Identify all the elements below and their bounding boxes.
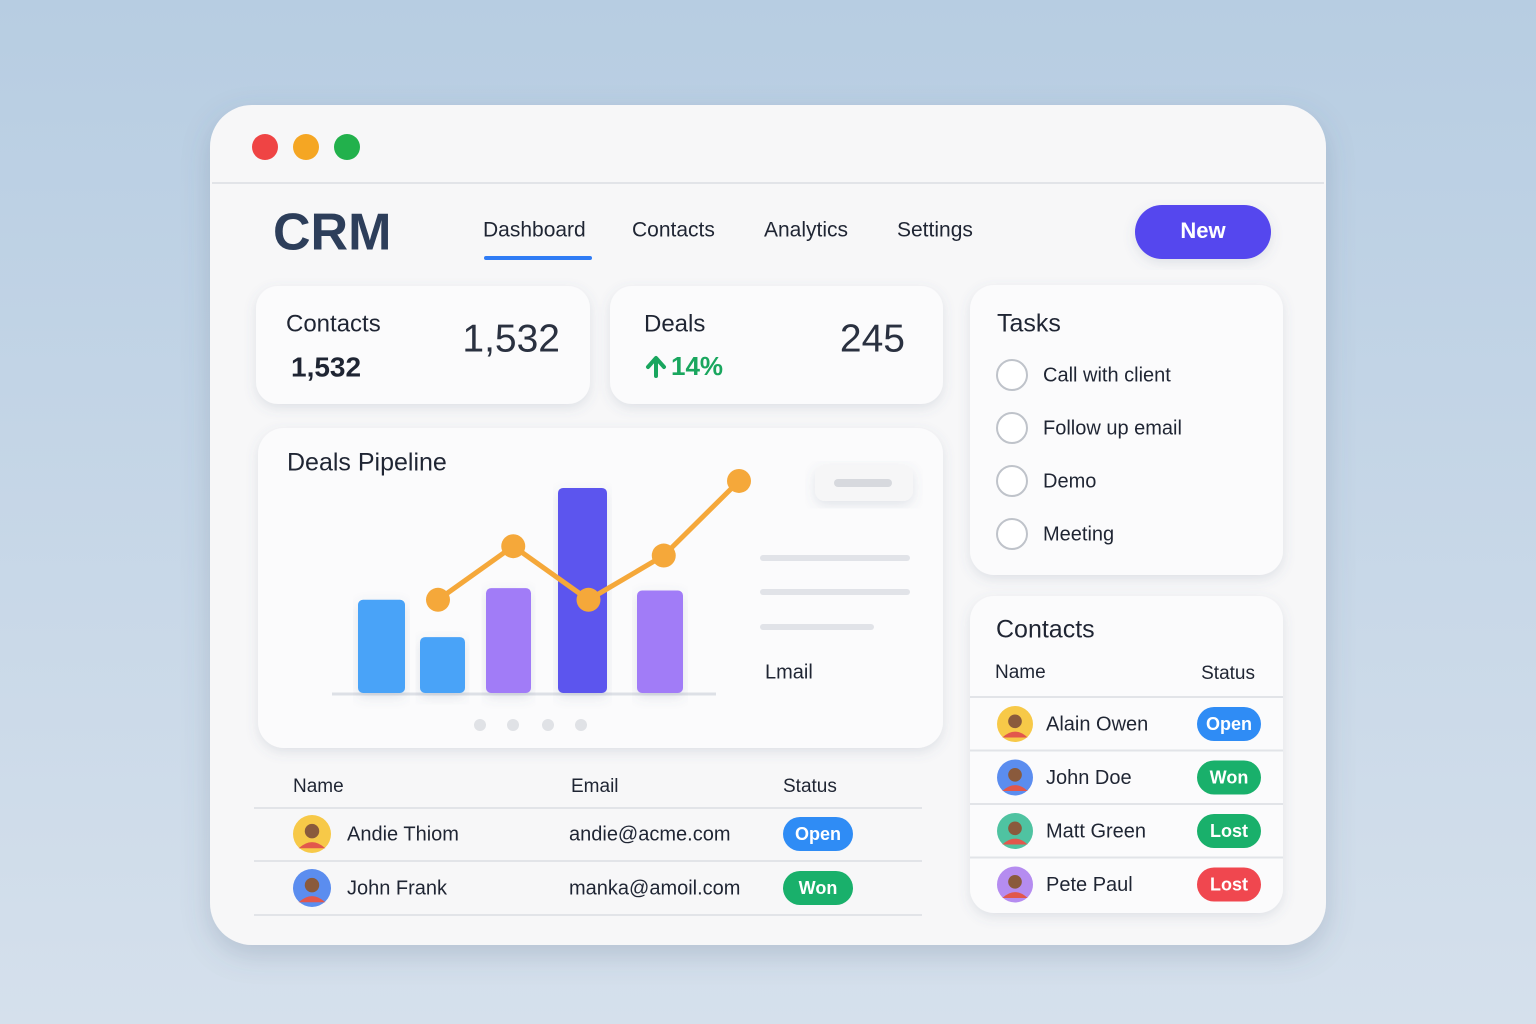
page-dot[interactable]	[542, 719, 554, 731]
status-badge	[1197, 814, 1261, 848]
logo: CRM	[273, 204, 391, 262]
maximize-button[interactable]	[334, 134, 360, 160]
contact-email: andie@acme.com	[569, 823, 730, 845]
status-label: Won	[799, 878, 838, 898]
contact-name: John Frank	[347, 877, 448, 899]
contact-name: Matt Green	[1046, 820, 1146, 842]
page-dot[interactable]	[474, 719, 486, 731]
task-checkbox[interactable]	[996, 518, 1028, 550]
table: Andie Thiom andie@acme.com Open John Frank m…	[254, 815, 922, 916]
bar	[420, 637, 465, 693]
status-label: Open	[1206, 714, 1252, 734]
status-label: Open	[795, 824, 841, 844]
stat-card	[610, 286, 943, 404]
tasks-card	[970, 285, 1283, 575]
status-label: Lost	[1210, 874, 1248, 894]
avatar-body	[1002, 838, 1028, 845]
status-badge	[1197, 760, 1261, 795]
nav-item[interactable]: Analytics	[764, 219, 848, 242]
avatar-body	[298, 842, 326, 849]
legend-label: Lmail	[765, 661, 813, 683]
status-label: Lost	[1210, 821, 1248, 841]
bar	[358, 599, 405, 693]
placeholder	[760, 555, 910, 561]
stat-card	[256, 286, 590, 404]
nav-item[interactable]: Contacts	[632, 219, 715, 242]
task-checkbox[interactable]	[996, 359, 1028, 391]
stat-sub: 14%	[671, 351, 723, 381]
task-checkbox[interactable]	[996, 412, 1028, 444]
trend-point	[727, 468, 751, 493]
placeholder	[834, 479, 892, 487]
card-title: Contacts	[996, 616, 1095, 644]
stat-sub: 1,532	[291, 351, 361, 382]
task-label: Follow up email	[1043, 417, 1182, 439]
status-badge	[783, 817, 853, 851]
nav-item[interactable]: Settings	[897, 219, 973, 242]
new-button[interactable]	[1135, 205, 1271, 259]
page-dot[interactable]	[507, 719, 519, 731]
column-header: Email	[571, 776, 619, 797]
status-badge	[1197, 707, 1261, 741]
column-header: Status	[1201, 663, 1255, 684]
new-button-label[interactable]: New	[1180, 218, 1226, 243]
nav-underline	[484, 256, 592, 260]
stat-value: 1,532	[462, 317, 560, 360]
contact-name: Pete Paul	[1046, 874, 1133, 896]
avatar-face	[1008, 821, 1022, 836]
trend-point	[501, 534, 526, 559]
contact-name: Alain Owen	[1046, 713, 1148, 735]
status-label: Won	[1210, 767, 1249, 787]
placeholder	[760, 589, 910, 595]
status-badge	[1197, 867, 1261, 902]
task-label: Call with client	[1043, 364, 1171, 386]
up-arrow	[646, 356, 666, 378]
task-label: Demo	[1043, 470, 1096, 492]
avatar-face	[304, 823, 320, 839]
task-list: Call with client Follow up email Demo Meeti…	[996, 359, 1182, 550]
avatar-body	[1002, 731, 1028, 738]
avatar-face	[1008, 874, 1022, 889]
column-header: Name	[293, 776, 344, 797]
avatar-body	[1002, 892, 1028, 898]
stat-label: Deals	[644, 310, 705, 337]
nav-item[interactable]: Dashboard	[483, 219, 586, 242]
column-header: Name	[995, 662, 1046, 683]
stat-label: Contacts	[286, 310, 381, 337]
task-checkbox[interactable]	[996, 465, 1028, 497]
page-dot[interactable]	[575, 719, 587, 731]
status-badge	[783, 871, 853, 905]
avatar-body	[1002, 785, 1028, 791]
chart	[358, 468, 751, 693]
column-header: Status	[783, 776, 837, 797]
card-title: Tasks	[997, 310, 1061, 338]
avatar-face	[1008, 767, 1022, 782]
contact-name: John Doe	[1046, 767, 1132, 789]
contact-list: Alain Owen Open John Doe Won Matt Green Lost P…	[970, 706, 1283, 903]
close-button[interactable]	[252, 134, 278, 160]
trend-point	[576, 587, 601, 612]
contact-email: manka@amoil.com	[569, 877, 740, 899]
placeholder	[760, 624, 874, 630]
stat-value: 245	[840, 317, 905, 360]
trend-point	[426, 587, 450, 612]
bar	[637, 590, 683, 693]
task-label: Meeting	[1043, 523, 1114, 545]
chart-title: Deals Pipeline	[287, 449, 447, 477]
contact-name: Andie Thiom	[347, 823, 459, 845]
minimize-button[interactable]	[293, 134, 319, 160]
avatar-face	[304, 877, 320, 893]
trend-point	[651, 543, 676, 568]
bar	[486, 588, 531, 693]
avatar-body	[298, 896, 326, 903]
avatar-face	[1008, 714, 1022, 729]
